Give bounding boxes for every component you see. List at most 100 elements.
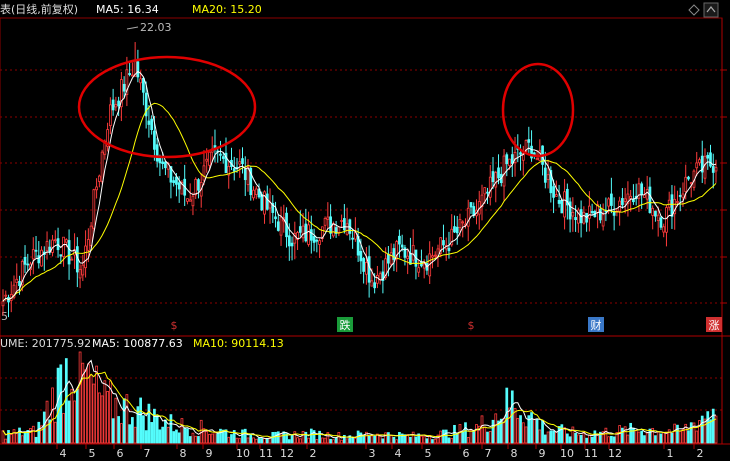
volume-bar — [593, 430, 597, 444]
volume-bar — [444, 429, 448, 444]
candle — [571, 197, 575, 232]
event-marker[interactable]: 涨 — [706, 317, 722, 332]
event-marker[interactable]: $ — [171, 319, 178, 332]
volume-bar — [417, 433, 421, 444]
volume-bar — [285, 433, 288, 444]
volume-ma5-legend: MA5: 100877.63 — [92, 337, 183, 350]
volume-bar — [698, 420, 701, 444]
volume-bar — [510, 390, 514, 444]
candle — [318, 238, 321, 258]
volume-bar — [654, 435, 657, 444]
candle — [585, 212, 588, 232]
volume-bar — [31, 425, 35, 444]
candle — [486, 187, 489, 204]
candle — [612, 197, 616, 231]
volume-value-legend: UME: 201775.92 — [0, 337, 91, 350]
event-marker[interactable]: 财 — [588, 317, 604, 332]
event-marker[interactable]: $ — [468, 319, 475, 332]
volume-bar — [709, 419, 712, 444]
candle — [673, 185, 677, 230]
candle — [23, 245, 27, 274]
volume-bar — [153, 408, 156, 444]
candle — [662, 223, 666, 238]
volume-bar — [205, 431, 209, 444]
volume-bar — [89, 374, 93, 444]
candle — [125, 56, 129, 107]
volume-bar — [111, 418, 115, 444]
volume-bar — [406, 434, 410, 444]
volume-bar — [4, 438, 8, 444]
volume-bar — [458, 424, 462, 444]
x-axis-tick-label: 5 — [89, 447, 96, 460]
candle — [213, 129, 217, 163]
candle — [128, 61, 131, 77]
collapse-button[interactable] — [703, 2, 719, 18]
volume-bar — [78, 351, 82, 444]
price-panel-frame — [0, 17, 723, 337]
volume-bar — [565, 433, 569, 444]
price-gridlines — [0, 69, 722, 304]
volume-bar — [34, 436, 38, 444]
candle — [186, 198, 189, 205]
volume-bar — [464, 422, 467, 444]
volume-bar — [670, 432, 674, 444]
candle — [221, 152, 225, 164]
volume-bar — [224, 429, 228, 444]
volume-bar — [543, 434, 547, 444]
volume-bar — [175, 429, 178, 444]
chart-title: 表(日线,前复权) — [0, 2, 78, 16]
candle — [431, 246, 434, 269]
volume-bar — [166, 426, 170, 444]
diamond-icon[interactable] — [688, 4, 700, 16]
volume-bar — [180, 418, 184, 444]
candle — [155, 137, 159, 168]
volume-bar — [337, 432, 341, 444]
volume-bar — [326, 432, 330, 444]
volume-bar — [378, 435, 382, 444]
candle — [31, 237, 35, 275]
volume-bar — [227, 436, 231, 444]
candle — [381, 260, 385, 294]
annotation-ellipse-first-peak — [77, 55, 257, 159]
candle — [667, 191, 671, 211]
volume-bar — [254, 438, 258, 444]
volume-bar — [513, 407, 517, 444]
volume-bar — [40, 425, 43, 444]
candle — [670, 185, 674, 229]
candle — [191, 192, 195, 216]
volume-bar — [599, 431, 602, 444]
volume-bar — [461, 431, 465, 444]
volume-bar — [53, 421, 57, 444]
x-axis-tick-label: 2 — [310, 447, 317, 460]
candle — [42, 246, 46, 271]
candle — [169, 166, 173, 199]
volume-bar — [257, 437, 261, 444]
candle — [246, 159, 250, 192]
volume-bar — [574, 432, 577, 444]
candle — [304, 208, 308, 243]
volume-bar — [183, 427, 187, 444]
candle — [67, 229, 71, 280]
candle — [601, 203, 605, 231]
x-axis-tick-label: 11 — [259, 447, 273, 460]
volume-bar — [169, 414, 173, 444]
candle — [480, 184, 484, 221]
candle — [510, 146, 514, 178]
candle — [92, 188, 96, 233]
volume-bar — [323, 437, 327, 444]
candle — [618, 196, 622, 226]
candle — [122, 76, 126, 99]
candle — [634, 183, 638, 206]
volume-bar — [530, 412, 533, 444]
event-marker[interactable]: 跌 — [337, 317, 353, 332]
x-axis-tick-label: 9 — [206, 447, 213, 460]
candle — [403, 244, 407, 266]
candle — [687, 175, 690, 181]
volume-bar — [202, 428, 206, 444]
volume-bar — [7, 430, 10, 444]
volume-bar — [497, 420, 500, 444]
volume-bar — [590, 436, 594, 444]
volume-bar — [367, 435, 371, 444]
volume-bar — [12, 429, 16, 444]
